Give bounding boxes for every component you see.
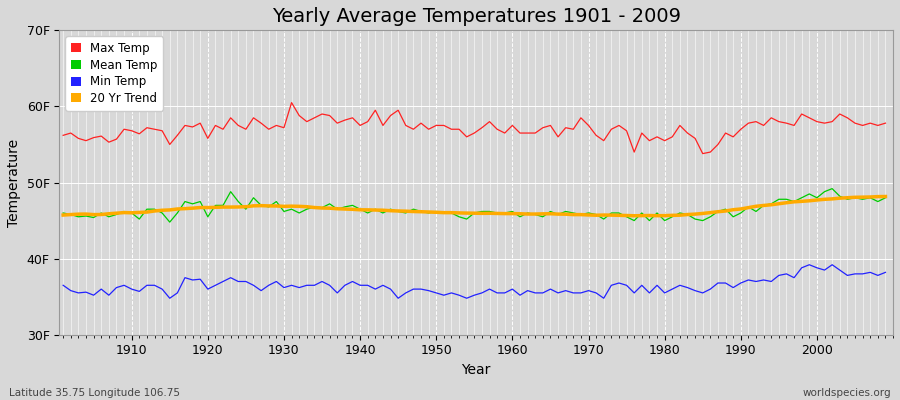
Title: Yearly Average Temperatures 1901 - 2009: Yearly Average Temperatures 1901 - 2009 bbox=[272, 7, 680, 26]
Legend: Max Temp, Mean Temp, Min Temp, 20 Yr Trend: Max Temp, Mean Temp, Min Temp, 20 Yr Tre… bbox=[66, 36, 163, 111]
Text: worldspecies.org: worldspecies.org bbox=[803, 388, 891, 398]
Y-axis label: Temperature: Temperature bbox=[7, 138, 21, 226]
Text: Latitude 35.75 Longitude 106.75: Latitude 35.75 Longitude 106.75 bbox=[9, 388, 180, 398]
X-axis label: Year: Year bbox=[462, 363, 490, 377]
